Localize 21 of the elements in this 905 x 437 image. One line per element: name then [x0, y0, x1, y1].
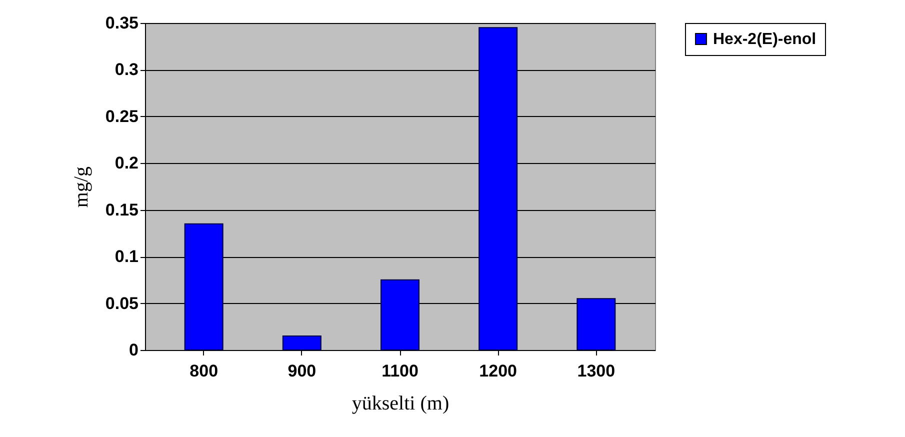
x-axis-title: yükselti (m) [352, 392, 450, 414]
bar [576, 298, 616, 350]
bar [184, 223, 224, 350]
legend-label: Hex-2(E)-enol [713, 31, 816, 48]
x-tick-label: 1100 [382, 362, 418, 380]
x-tick-label: 900 [288, 362, 316, 380]
y-tick-label: 0.35 [105, 14, 138, 32]
x-tick-label: 1300 [577, 362, 616, 380]
y-tick-label: 0.25 [105, 106, 138, 126]
y-tick-label: 0 [129, 340, 138, 360]
y-tick-label: 0.15 [105, 200, 138, 220]
y-tick-label: 0.05 [105, 294, 138, 313]
y-tick-label: 0.2 [114, 154, 138, 173]
y-axis-title: mg/g [70, 166, 92, 208]
bar [380, 279, 420, 350]
x-tick-label: 800 [190, 362, 218, 380]
x-tick-label: 1200 [479, 362, 517, 380]
bar [478, 27, 518, 350]
y-tick-label: 0.1 [114, 247, 138, 266]
bar [282, 335, 322, 350]
y-tick-label: 0.3 [114, 60, 138, 80]
